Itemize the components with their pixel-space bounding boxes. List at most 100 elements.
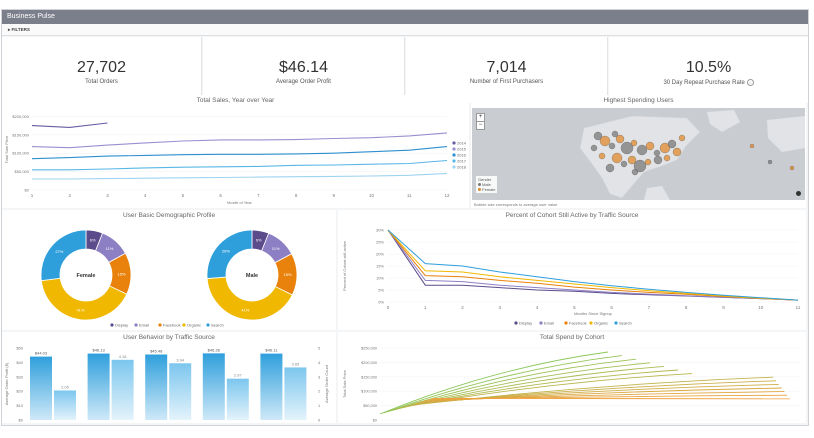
legend-label: Organic xyxy=(594,321,608,326)
legend-label: 2018 xyxy=(457,165,467,170)
order-count-bar-email xyxy=(111,359,134,420)
slice-label: 15% xyxy=(283,272,291,277)
map-bubble xyxy=(599,135,611,147)
x-tick-label: 8 xyxy=(295,193,298,198)
map-bubble xyxy=(767,159,773,165)
user-map[interactable]: + − Gender Male Female xyxy=(472,108,805,200)
x-tick-label: 9 xyxy=(722,305,725,310)
donut-slice-search xyxy=(206,229,253,280)
x-axis-label: Month of Year xyxy=(227,200,252,205)
kpi-average-order-profit: $46.14 Average Order Profit xyxy=(203,37,405,103)
x-tick-label: 11 xyxy=(796,305,801,310)
legend-item-female: Female xyxy=(478,187,495,192)
x-tick-label: 2 xyxy=(461,305,464,310)
map-bubble xyxy=(672,147,682,157)
user-behavior-panel: User Behavior by Traffic Source $50 $40 $3… xyxy=(2,332,336,423)
profit-bar-search xyxy=(260,353,283,420)
y-tick-label-left: $0 xyxy=(19,418,24,423)
series-line-2015 xyxy=(31,132,448,149)
y-tick-label-right: 0 xyxy=(318,418,321,423)
greenland-landmass xyxy=(707,110,740,132)
map-bubble xyxy=(611,130,619,138)
slice-label: 26% xyxy=(222,248,230,253)
x-tick-label: 10 xyxy=(758,305,764,310)
map-bubble xyxy=(789,165,795,171)
kpi-value: 7,014 xyxy=(486,59,527,76)
filters-toggle[interactable]: ▸ FILTERS xyxy=(2,24,808,36)
series-line-organic xyxy=(387,229,799,301)
legend-marker xyxy=(452,153,456,157)
y-tick-label: $200,000 xyxy=(12,114,29,119)
y-tick-label-left: $10 xyxy=(16,403,23,408)
x-tick-label: 1 xyxy=(31,193,34,198)
zoom-out-button[interactable]: − xyxy=(476,121,485,130)
map-control-icon[interactable] xyxy=(796,191,801,196)
profit-bar-label: $44.03 xyxy=(35,351,48,356)
legend-marker xyxy=(452,165,456,169)
legend-label: 2016 xyxy=(457,153,467,158)
map-bubble xyxy=(653,149,661,157)
order-count-bar-facebook xyxy=(169,363,192,420)
kpi-first-purchasers: 7,014 Number of First Purchasers xyxy=(406,37,608,103)
kpi-label: 30 Day Repeat Purchase Rate i xyxy=(609,79,808,86)
cohort-spend-line xyxy=(383,355,623,414)
y-tick-label: 25% xyxy=(376,240,384,245)
demographic-panel: User Basic Demographic Profile 6% 11% 15% 4… xyxy=(2,210,336,330)
total-spend-panel: Total Spend by Cohort $250,000 $200,000 $1… xyxy=(338,332,806,423)
y-axis-label: Total Sale Price xyxy=(4,135,9,164)
legend-marker xyxy=(452,147,456,151)
legend-label: Email xyxy=(139,323,149,328)
y-tick-label-left: $40 xyxy=(16,360,23,365)
x-tick-label: 7 xyxy=(648,305,651,310)
donut-slice-organic xyxy=(40,277,128,321)
donut-center-label: Male xyxy=(246,273,258,279)
x-tick-label: 9 xyxy=(333,193,336,198)
x-tick-label: 1 xyxy=(424,305,427,310)
panel-title: Highest Spending Users xyxy=(603,97,674,104)
map-gender-legend: Gender Male Female xyxy=(476,176,498,193)
y-tick-label: 5% xyxy=(378,288,384,293)
kpi-label: Average Order Profit xyxy=(276,79,331,85)
south-america-landmass xyxy=(644,186,670,200)
slice-label: 15% xyxy=(117,271,125,276)
panel-title: User Basic Demographic Profile xyxy=(122,212,216,219)
x-tick-label: 5 xyxy=(182,193,185,198)
map-bubble xyxy=(593,131,603,141)
profit-bar-label: $46.13 xyxy=(92,348,105,353)
map-bubble xyxy=(627,155,637,165)
x-tick-label: 3 xyxy=(499,305,502,310)
y-tick-label-left: $50 xyxy=(16,346,23,351)
legend-label: Search xyxy=(619,321,632,326)
profit-bar-display xyxy=(30,356,52,420)
order-count-bar-display xyxy=(54,390,76,420)
legend-item-label: Male xyxy=(482,182,491,187)
panel-title: Total Spend by Cohort xyxy=(539,334,605,341)
cohort-spend-line xyxy=(387,358,637,413)
kpi-repeat-purchase-rate: 10.5% 30 Day Repeat Purchase Rate i xyxy=(609,37,808,103)
legend-label: Email xyxy=(544,321,554,326)
donut-center-label: Female xyxy=(77,273,96,279)
y-tick-label-right: 5 xyxy=(318,346,321,351)
map-bubble xyxy=(631,168,639,176)
y-tick-label: $150,000 xyxy=(12,132,29,137)
slice-label: 41% xyxy=(76,308,84,313)
legend-marker xyxy=(564,321,568,325)
order-count-bar-label: 3.94 xyxy=(176,357,185,362)
order-count-bar-label: 3.65 xyxy=(292,361,301,366)
x-tick-label: 3 xyxy=(106,193,109,198)
y-tick-label-left: $20 xyxy=(16,389,23,394)
profit-bar-label: $45.48 xyxy=(150,349,163,354)
map-bubble xyxy=(663,154,671,162)
legend-label: 2017 xyxy=(457,159,467,164)
profit-bar-label: $46.11 xyxy=(265,348,278,353)
legend-label: Search xyxy=(211,323,224,328)
north-america-landmass xyxy=(579,115,701,199)
map-bubble xyxy=(598,152,606,160)
panel-title: User Behavior by Traffic Source xyxy=(123,334,215,341)
profit-bar-organic xyxy=(202,353,225,420)
info-icon[interactable]: i xyxy=(746,79,754,86)
x-tick-label: 4 xyxy=(144,193,147,198)
kpi-label: Total Orders xyxy=(85,79,118,85)
kpi-value: $46.14 xyxy=(279,59,328,76)
